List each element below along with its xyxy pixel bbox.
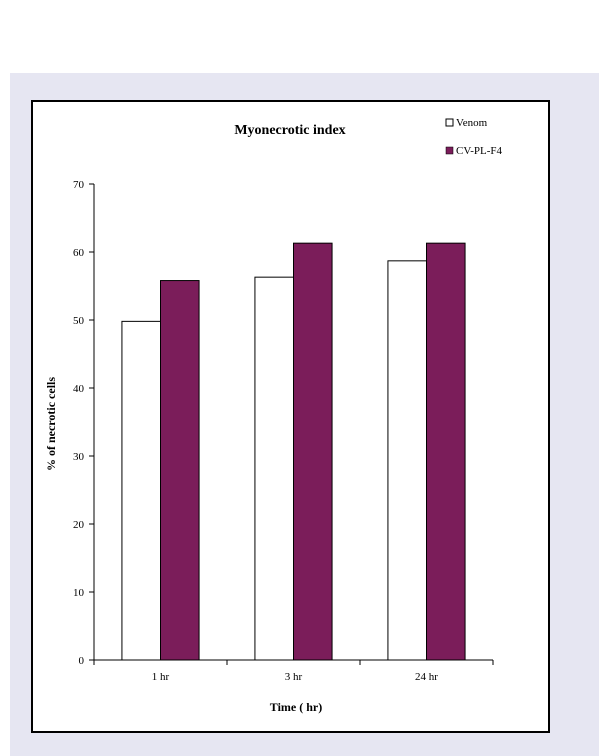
bar-venom-3hr [254,276,294,661]
legend-swatch-venom [445,118,454,127]
y-tick-label: 60 [73,247,85,259]
chart-title: Myonecrotic index [234,123,345,138]
y-tick-label: 40 [73,383,85,395]
x-axis-ticks: 1 hr 3 hr 24 hr [93,660,494,683]
legend-label-venom: Venom [456,117,488,129]
y-axis-label: % of necrotic cells [44,377,58,471]
y-tick-label: 50 [73,315,85,327]
y-tick-label: 70 [73,179,85,191]
y-tick-label: 10 [73,587,85,599]
bars [121,242,466,661]
x-tick-label: 1 hr [152,671,170,683]
x-tick-label: 24 hr [415,671,438,683]
legend-swatch-cv-pl-f4 [445,146,454,155]
y-tick-label: 30 [73,451,85,463]
bar-cv-pl-f4-1hr [160,280,200,661]
y-tick-label: 0 [79,655,85,667]
x-tick-label: 3 hr [285,671,303,683]
bar-cv-pl-f4-3hr [293,242,333,661]
y-tick-label: 20 [73,519,85,531]
legend: Venom CV-PL-F4 [445,117,503,157]
bar-cv-pl-f4-24hr [426,242,466,661]
bar-venom-1hr [121,320,161,661]
y-axis-ticks: 0 10 20 30 40 50 60 70 [73,179,94,667]
x-axis-label: Time ( hr) [270,700,322,714]
bar-venom-24hr [387,260,427,661]
legend-label-cv-pl-f4: CV-PL-F4 [456,145,503,157]
